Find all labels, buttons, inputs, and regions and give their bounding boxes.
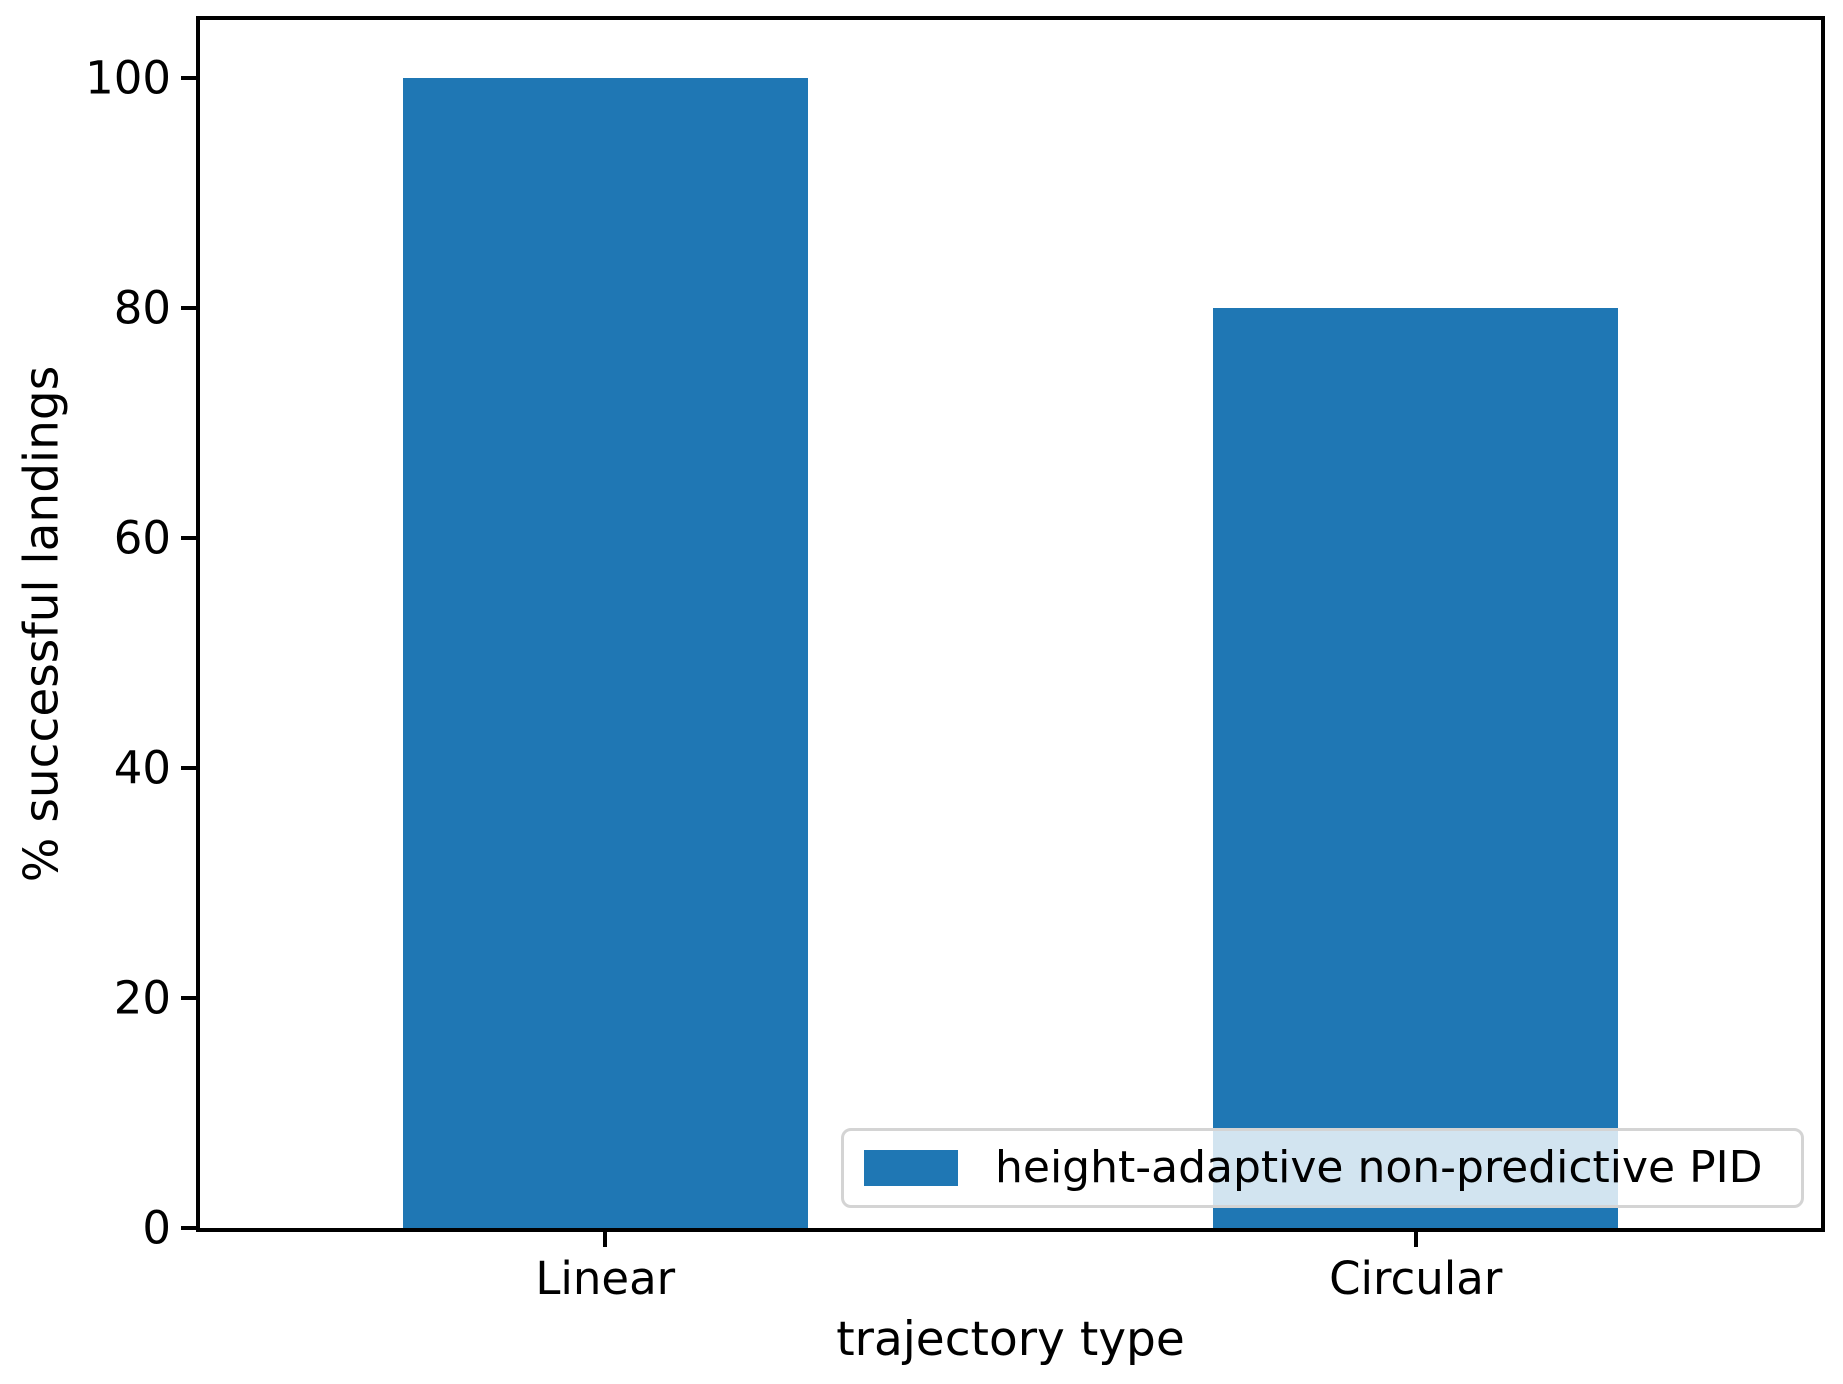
x-tick-mark bbox=[1413, 1232, 1418, 1247]
x-tick-label: Linear bbox=[535, 1252, 676, 1305]
y-tick-label: 100 bbox=[85, 51, 171, 105]
legend: height-adaptive non-predictive PID bbox=[841, 1128, 1804, 1208]
x-tick-mark bbox=[603, 1232, 608, 1247]
y-tick-label: 80 bbox=[113, 281, 171, 335]
bar-circular bbox=[1213, 307, 1619, 1228]
y-tick-mark bbox=[181, 765, 196, 770]
x-tick-label: Circular bbox=[1329, 1252, 1503, 1305]
y-tick-mark bbox=[181, 995, 196, 1000]
x-axis-label: trajectory type bbox=[836, 1312, 1185, 1367]
y-tick-label: 60 bbox=[113, 511, 171, 565]
y-tick-label: 20 bbox=[113, 971, 171, 1025]
y-tick-label: 40 bbox=[113, 741, 171, 795]
y-tick-mark bbox=[181, 75, 196, 80]
y-tick-mark bbox=[181, 1226, 196, 1230]
legend-swatch bbox=[864, 1150, 958, 1186]
legend-label: height-adaptive non-predictive PID bbox=[995, 1142, 1763, 1193]
y-axis-label: % successful landings bbox=[14, 365, 70, 883]
bar-linear bbox=[402, 77, 808, 1228]
y-tick-mark bbox=[181, 305, 196, 310]
y-tick-label: 0 bbox=[142, 1201, 171, 1255]
plot-area: Linear Circular 0 20 40 60 80 100 bbox=[85, 16, 1825, 1301]
y-tick-mark bbox=[181, 535, 196, 540]
